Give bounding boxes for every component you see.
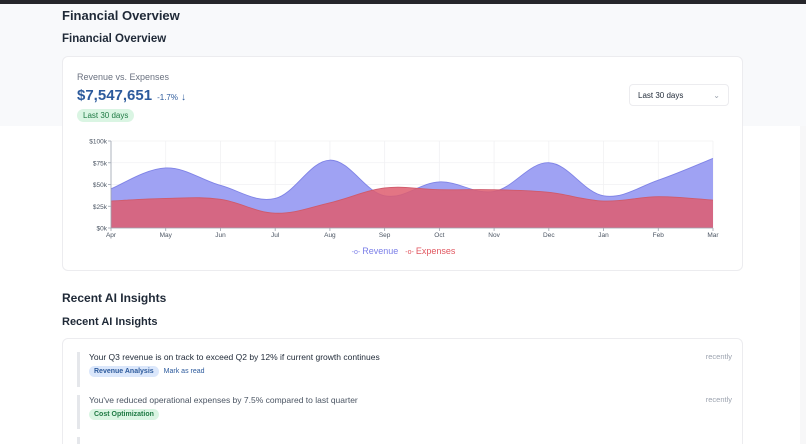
svg-text:Apr: Apr [106,232,117,239]
total-amount: $7,547,651 [77,87,153,104]
period-badge: Last 30 days [77,109,135,122]
insight-tag: Revenue Analysis [89,366,159,377]
svg-text:Jun: Jun [215,232,226,239]
insight-time: recently [705,352,732,361]
insight-text: You've reduced operational expenses by 7… [89,395,358,405]
legend-revenue[interactable]: -o- Revenue [351,246,399,256]
svg-text:Oct: Oct [434,232,444,239]
insight-time: recently [705,395,732,404]
svg-text:Aug: Aug [324,232,336,239]
period-select[interactable]: Last 30 days ⌄ [629,84,729,106]
window-top-bar [0,0,806,4]
svg-text:Feb: Feb [653,232,665,239]
change-percent: -1.7% [157,93,178,102]
mark-as-read-link[interactable]: Mark as read [163,368,205,375]
svg-text:Nov: Nov [488,232,500,239]
svg-text:Jul: Jul [271,232,280,239]
svg-text:$50k: $50k [93,182,108,189]
svg-text:Dec: Dec [543,232,555,239]
insight-text: Your Q3 revenue is on track to exceed Q2… [89,352,380,362]
chart-legend: -o- Revenue -o- Expenses [63,246,744,256]
insights-card: Your Q3 revenue is on track to exceed Q2… [62,338,743,444]
svg-text:$0k: $0k [97,226,108,233]
insight-item: You've reduced operational expenses by 7… [77,395,732,429]
period-select-value: Last 30 days [638,90,684,100]
svg-text:Mar: Mar [707,232,719,239]
insights-section-title: Recent AI Insights [62,291,167,305]
revenue-expenses-card: Revenue vs. Expenses $7,547,651 -1.7% ↓ … [62,56,743,271]
amount-row: $7,547,651 -1.7% ↓ [77,87,186,104]
page-title: Financial Overview [62,8,180,23]
revenue-marker-icon: -o- [351,249,361,256]
chevron-down-icon: ⌄ [713,90,720,100]
svg-text:Sep: Sep [379,232,391,239]
svg-text:$25k: $25k [93,204,108,211]
svg-text:$75k: $75k [93,160,108,167]
financial-section-title: Financial Overview [62,33,167,45]
insight-tag: Cost Optimization [89,409,159,420]
area-chart: $0k $25k $50k $75k $100k Apr May Jun Jul Aug Sep Oc… [89,139,719,240]
svg-text:$100k: $100k [89,139,107,146]
card-subtitle: Revenue vs. Expenses [77,72,170,82]
arrow-down-icon: ↓ [180,92,186,103]
insight-item [77,437,732,444]
insight-item: Your Q3 revenue is on track to exceed Q2… [77,352,732,387]
right-edge-background [800,126,806,444]
svg-text:Jan: Jan [598,232,609,239]
legend-expenses[interactable]: -o- Expenses [405,246,456,256]
svg-text:May: May [160,232,173,239]
expenses-marker-icon: -o- [405,249,414,256]
insights-subsection-title: Recent AI Insights [62,316,158,328]
